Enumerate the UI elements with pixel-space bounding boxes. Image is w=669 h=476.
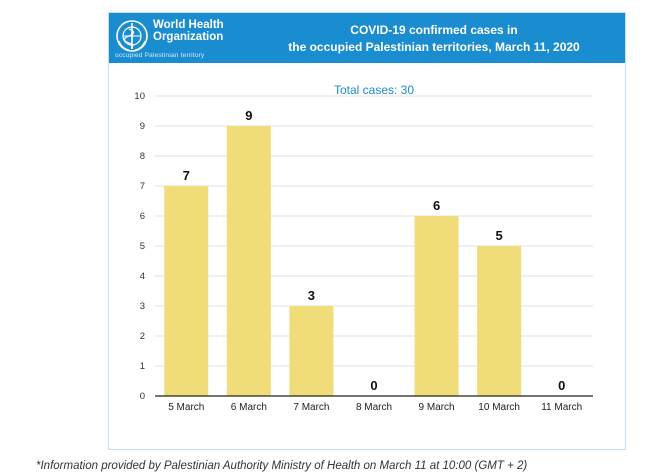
org-name: World Health Organization (153, 19, 239, 43)
y-tick-label: 9 (140, 121, 145, 132)
data-label: 6 (433, 198, 440, 213)
y-tick-label: 8 (140, 151, 145, 162)
data-label: 5 (496, 228, 503, 243)
y-tick-label: 7 (140, 181, 145, 192)
header-banner: World Health Organization occupied Pales… (109, 13, 625, 63)
x-tick-label: 8 March (356, 402, 392, 413)
chart-area: 0 1 2 3 4 5 6 7 8 9 10 Total cases: 30 7 5 March 9 6 Ma… (109, 76, 625, 441)
data-label: 7 (183, 168, 190, 183)
y-tick-label: 4 (140, 271, 145, 282)
org-name-line2: Organization (153, 31, 224, 43)
bar (477, 246, 522, 396)
y-tick-label: 6 (140, 211, 145, 222)
who-emblem-icon (116, 20, 148, 52)
org-name-line1: World Health (153, 19, 224, 31)
data-label: 3 (308, 288, 315, 303)
y-tick-label: 3 (140, 301, 145, 312)
bar (226, 126, 271, 396)
total-cases-annotation: Total cases: 30 (334, 83, 414, 97)
y-tick-label: 2 (140, 331, 145, 342)
bar (164, 186, 209, 396)
footnote: *Information provided by Palestinian Aut… (36, 460, 528, 472)
chart-card: World Health Organization occupied Pales… (108, 12, 626, 450)
who-logo: World Health Organization occupied Pales… (115, 17, 235, 59)
bar-chart: 0 1 2 3 4 5 6 7 8 9 10 Total cases: 30 7 5 March 9 6 Ma… (134, 83, 593, 413)
chart-title-line1: COVID-19 confirmed cases in (350, 23, 518, 37)
x-tick-label: 5 March (168, 402, 204, 413)
x-tick-label: 6 March (231, 402, 267, 413)
x-tick-label: 11 March (541, 402, 582, 413)
data-label: 9 (245, 108, 252, 123)
x-tick-label: 7 March (293, 402, 329, 413)
data-label: 0 (370, 378, 377, 393)
y-tick-label: 0 (140, 391, 145, 402)
x-tick-label: 9 March (419, 402, 455, 413)
y-tick-label: 10 (134, 91, 145, 102)
bar (289, 306, 334, 396)
y-tick-label: 5 (140, 241, 145, 252)
x-tick-label: 10 March (478, 402, 520, 413)
chart-title-line2: the occupied Palestinian territories, Ma… (288, 40, 580, 54)
org-subtitle: occupied Palestinian territory (115, 52, 205, 59)
bar (414, 216, 459, 396)
chart-title: COVID-19 confirmed cases in the occupied… (249, 22, 619, 56)
y-tick-label: 1 (140, 361, 145, 372)
data-label: 0 (558, 378, 565, 393)
